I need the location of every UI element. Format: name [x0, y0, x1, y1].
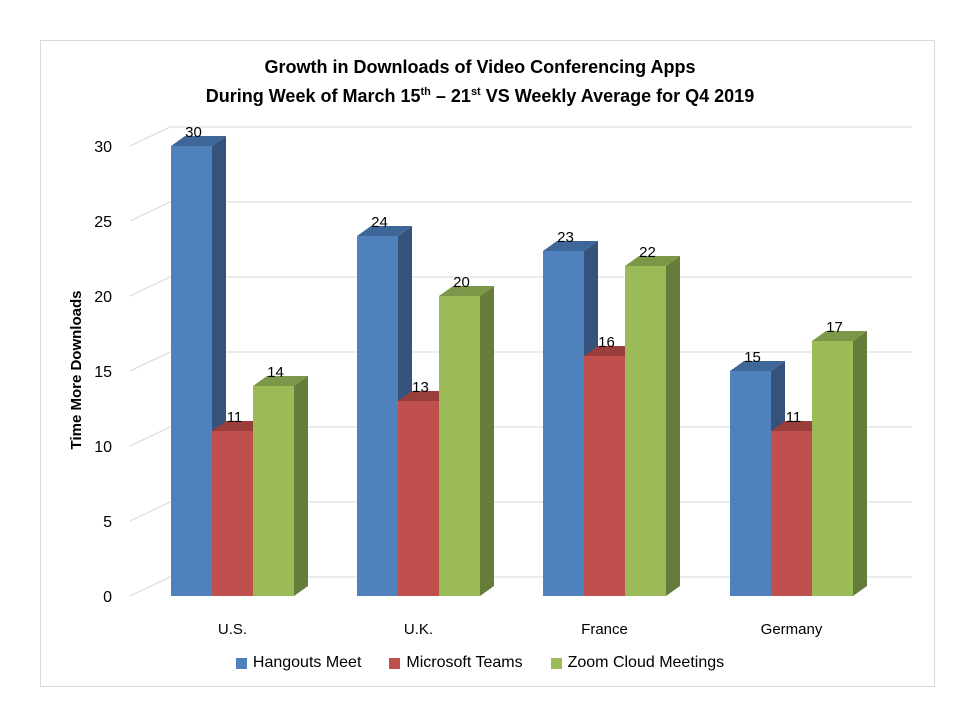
bar	[357, 236, 398, 596]
grid-depth-line	[129, 201, 171, 222]
bar	[543, 251, 584, 596]
bar-top	[253, 376, 308, 386]
x-tick-label: Germany	[761, 621, 823, 638]
y-tick-label: 25	[94, 214, 112, 231]
bar	[212, 431, 253, 596]
legend-swatch	[235, 657, 247, 669]
chart-title-line-2: During Week of March 15th – 21st VS Week…	[0, 86, 960, 107]
x-tick-label: U.K.	[404, 621, 433, 638]
data-label: 16	[598, 334, 615, 351]
bar-side	[294, 376, 308, 596]
grid-depth-line	[129, 576, 171, 597]
data-label: 17	[826, 319, 843, 336]
y-tick-label: 15	[94, 364, 112, 381]
bar-top	[812, 331, 867, 341]
x-tick-label: France	[581, 621, 628, 638]
data-label: 22	[639, 244, 656, 261]
grid-depth-line	[129, 276, 171, 297]
data-label: 24	[371, 214, 388, 231]
bar	[730, 371, 771, 596]
legend-label: Microsoft Teams	[406, 654, 523, 671]
data-label: 14	[267, 364, 284, 381]
bar-side	[666, 256, 680, 596]
legend-item: Hangouts Meet	[235, 654, 362, 672]
y-tick-label: 5	[103, 514, 112, 531]
bar-top	[171, 136, 226, 146]
data-label: 15	[744, 349, 761, 366]
y-tick-label: 0	[103, 589, 112, 606]
bar	[439, 296, 480, 596]
data-label: 20	[453, 274, 470, 291]
data-label: 23	[557, 229, 574, 246]
legend-label: Hangouts Meet	[252, 654, 362, 671]
title-sup: th	[420, 86, 431, 98]
y-tick-label: 30	[94, 139, 112, 156]
title-part: During Week of March 15	[205, 86, 421, 106]
legend: Hangouts Meet Microsoft Teams Zoom Cloud M…	[0, 654, 960, 672]
data-label: 30	[185, 124, 202, 141]
data-label: 11	[786, 409, 802, 426]
legend-item: Microsoft Teams	[389, 654, 523, 672]
legend-label: Zoom Cloud Meetings	[567, 654, 725, 671]
bar	[625, 266, 666, 596]
bar-side	[853, 331, 867, 596]
title-part: VS Weekly Average for Q4 2019	[480, 86, 755, 106]
bar-top	[543, 241, 598, 251]
bar	[771, 431, 812, 596]
bar-top	[730, 361, 785, 371]
bar-side	[480, 286, 494, 596]
y-tick-label: 10	[94, 439, 112, 456]
grid-depth-line	[129, 426, 171, 447]
bar-top	[625, 256, 680, 266]
grid-depth-line	[129, 501, 171, 522]
y-tick-label: 20	[94, 289, 112, 306]
data-label: 11	[227, 409, 243, 426]
bar-top	[439, 286, 494, 296]
bar	[398, 401, 439, 596]
legend-swatch	[550, 657, 562, 669]
bar	[171, 146, 212, 596]
y-axis-label: Time More Downloads	[68, 291, 85, 450]
bar	[253, 386, 294, 596]
bar	[584, 356, 625, 596]
bar-top	[357, 226, 412, 236]
legend-swatch	[389, 657, 401, 669]
chart-title-line-1: Growth in Downloads of Video Conferencin…	[264, 57, 696, 77]
legend-item: Zoom Cloud Meetings	[550, 654, 725, 672]
bar	[812, 341, 853, 596]
chart-frame	[40, 40, 935, 687]
grid-depth-line	[129, 126, 171, 147]
title-sup: st	[470, 86, 481, 98]
title-part: – 21	[430, 86, 471, 106]
grid-depth-line	[129, 351, 171, 372]
x-tick-label: U.S.	[218, 621, 247, 638]
data-label: 13	[412, 379, 429, 396]
